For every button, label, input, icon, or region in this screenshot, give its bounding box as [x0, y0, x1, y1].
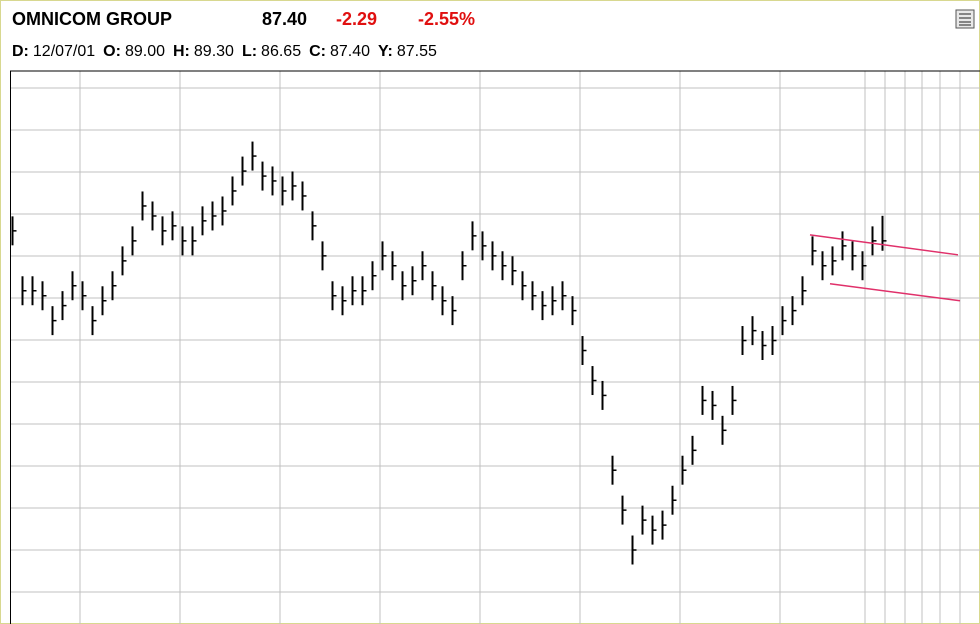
- info-line: D: 12/07/01 O: 89.00 H: 89.30 L: 86.65 C: 87.40 Y:…: [12, 43, 437, 60]
- info-label: H:: [173, 43, 190, 60]
- change: -2.29: [336, 9, 377, 29]
- info-value: 87.55: [397, 43, 437, 60]
- info-label: C:: [309, 43, 326, 60]
- info-value: 87.40: [330, 43, 370, 60]
- chart-title: OMNICOM GROUP: [12, 9, 172, 29]
- trendline: [809, 234, 959, 256]
- info-value: 89.30: [194, 43, 234, 60]
- menu-icon[interactable]: [955, 9, 975, 29]
- info-label: O:: [103, 43, 121, 60]
- info-label: Y:: [378, 43, 393, 60]
- grid: [10, 71, 980, 624]
- info-label: D:: [12, 43, 29, 60]
- info-value: 89.00: [125, 43, 165, 60]
- change-percent: -2.55%: [418, 9, 475, 29]
- info-value: 86.65: [261, 43, 301, 60]
- info-value: 12/07/01: [33, 43, 95, 60]
- last-price: 87.40: [262, 9, 307, 29]
- trendline: [829, 283, 961, 302]
- plot: [11, 141, 961, 565]
- info-label: L:: [242, 43, 257, 60]
